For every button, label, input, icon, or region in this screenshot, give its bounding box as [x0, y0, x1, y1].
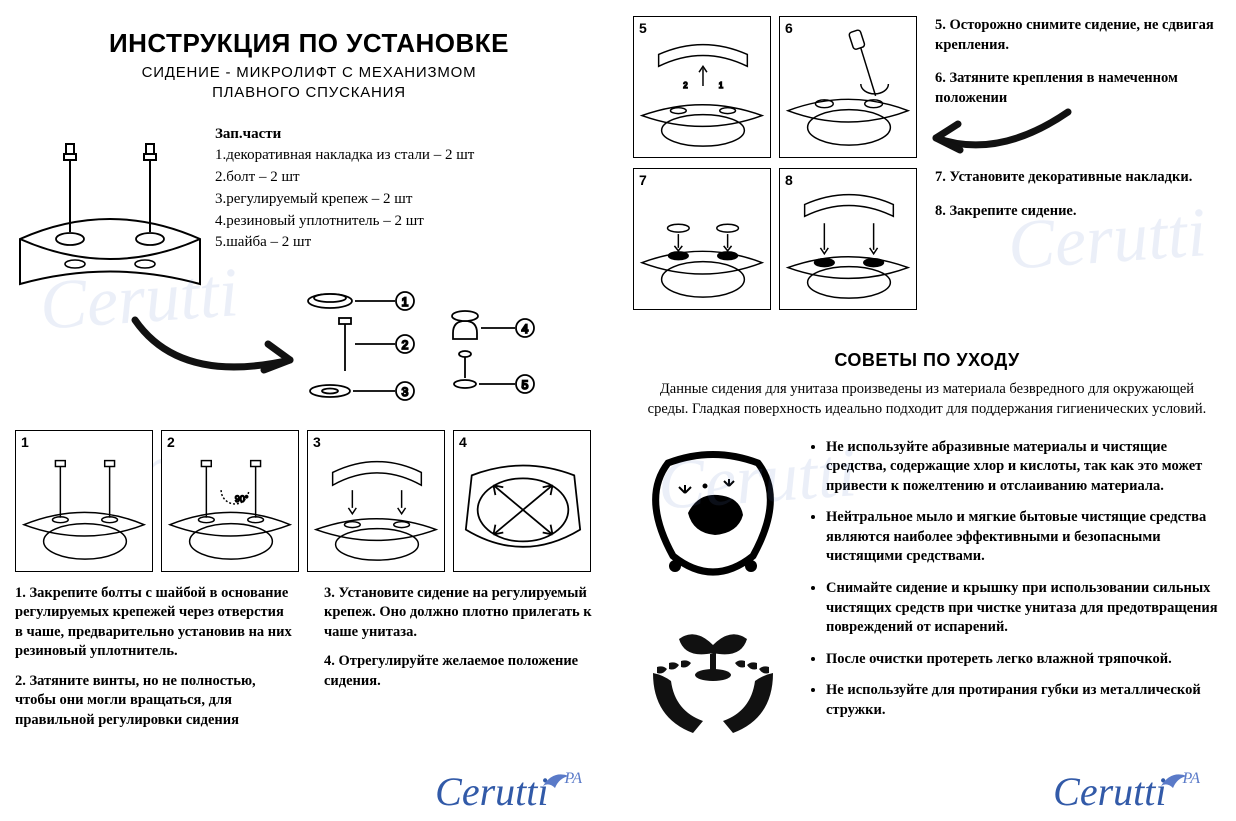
- subtitle-line-2: ПЛАВНОГО СПУСКАНИЯ: [212, 84, 406, 101]
- steps-row: 1 2 90°: [15, 430, 603, 572]
- svg-text:5: 5: [522, 378, 529, 392]
- left-column: Cerutti Cerutti ИНСТРУКЦИЯ ПО УСТАНОВКЕ …: [0, 0, 618, 821]
- svg-text:90°: 90°: [235, 493, 249, 503]
- subtitle-line-1: СИДЕНИЕ - МИКРОЛИФТ С МЕХАНИЗМОМ: [142, 64, 477, 81]
- instr-7: 7. Установите декоративные накладки.: [935, 168, 1192, 188]
- instructions: 1. Закрепите болты с шайбой в основание …: [15, 584, 603, 741]
- step-num: 3: [313, 434, 321, 450]
- logo-text: Cerutti: [1053, 769, 1166, 814]
- care-title: СОВЕТЫ ПО УХОДУ: [633, 350, 1221, 371]
- svg-text:4: 4: [522, 322, 529, 336]
- care-icons: [633, 438, 793, 748]
- step-num: 4: [459, 434, 467, 450]
- step-cell-2: 2 90°: [161, 430, 299, 572]
- parts-item-3: 3.регулируемый крепеж – 2 шт: [215, 189, 474, 211]
- hand-arrow-icon: [120, 305, 320, 395]
- care-tip-2: Нейтральное мыло и мягкие бытовые чистящ…: [826, 508, 1221, 567]
- hand-arrow-icon: [918, 100, 1078, 170]
- parts-header: Зап.части: [215, 124, 474, 146]
- subtitle: СИДЕНИЕ - МИКРОЛИФТ С МЕХАНИЗМОМ ПЛАВНОГ…: [15, 63, 603, 104]
- parts-item-5: 5.шайба – 2 шт: [215, 232, 474, 254]
- svg-text:1: 1: [719, 81, 723, 90]
- step-cell-1: 1: [15, 430, 153, 572]
- care-list: Не используйте абразивные материалы и чи…: [808, 438, 1221, 748]
- parts-item-2: 2.болт – 2 шт: [215, 167, 474, 189]
- step-num: 1: [21, 434, 29, 450]
- seat-clean-icon: [633, 438, 793, 598]
- logo: Cerutti PA: [435, 768, 588, 815]
- step-cell-3: 3: [307, 430, 445, 572]
- svg-text:2: 2: [402, 338, 409, 352]
- parts-item-1: 1.декоративная накладка из стали – 2 шт: [215, 145, 474, 167]
- instr-3: 3. Установите сидение на регулируемый кр…: [324, 584, 603, 643]
- step-num: 5: [639, 20, 647, 36]
- step-num: 6: [785, 20, 793, 36]
- step-num: 2: [167, 434, 175, 450]
- logo-suffix: PA: [1183, 770, 1200, 787]
- step-cell-6: 6: [779, 16, 917, 158]
- svg-text:3: 3: [402, 385, 409, 399]
- parts-illustration: [15, 124, 205, 294]
- step-num: 7: [639, 172, 647, 188]
- care-intro: Данные сидения для унитаза произведены и…: [633, 379, 1221, 420]
- page-title: ИНСТРУКЦИЯ ПО УСТАНОВКЕ: [15, 28, 603, 59]
- right-column: Cerutti Cerutti 5 2 1 6: [618, 0, 1236, 821]
- step-cell-8: 8: [779, 168, 917, 310]
- care-body: Не используйте абразивные материалы и чи…: [633, 438, 1221, 748]
- logo-text: Cerutti: [435, 769, 548, 814]
- step-num: 8: [785, 172, 793, 188]
- svg-text:1: 1: [402, 295, 409, 309]
- svg-text:2: 2: [683, 81, 687, 90]
- parts-text: Зап.части 1.декоративная накладка из ста…: [215, 124, 474, 294]
- logo: Cerutti PA: [1053, 768, 1206, 815]
- step-cell-5: 5 2 1: [633, 16, 771, 158]
- instr-5: 5. Осторожно снимите сидение, не сдвигая…: [935, 16, 1221, 55]
- care-tip-1: Не используйте абразивные материалы и чи…: [826, 438, 1221, 497]
- care-tip-4: После очистки протереть легко влажной тр…: [826, 650, 1221, 670]
- eco-hands-icon: [633, 603, 793, 743]
- instr-4: 4. Отрегулируйте желаемое положение сиде…: [324, 652, 603, 691]
- instr-2: 2. Затяните винты, но не полностью, чтоб…: [15, 672, 294, 731]
- care-tip-3: Снимайте сидение и крышку при использова…: [826, 579, 1221, 638]
- logo-suffix: PA: [565, 770, 582, 787]
- care-tip-5: Не используйте для протирания губки из м…: [826, 681, 1221, 720]
- instr-1: 1. Закрепите болты с шайбой в основание …: [15, 584, 294, 662]
- step-cell-7: 7: [633, 168, 771, 310]
- parts-item-4: 4.резиновый уплотнитель – 2 шт: [215, 211, 474, 233]
- instr-8: 8. Закрепите сидение.: [935, 202, 1192, 222]
- step-cell-4: 4: [453, 430, 591, 572]
- steps-7-8-text: 7. Установите декоративные накладки. 8. …: [935, 168, 1192, 310]
- parts-block: Зап.части 1.декоративная накладка из ста…: [15, 124, 603, 294]
